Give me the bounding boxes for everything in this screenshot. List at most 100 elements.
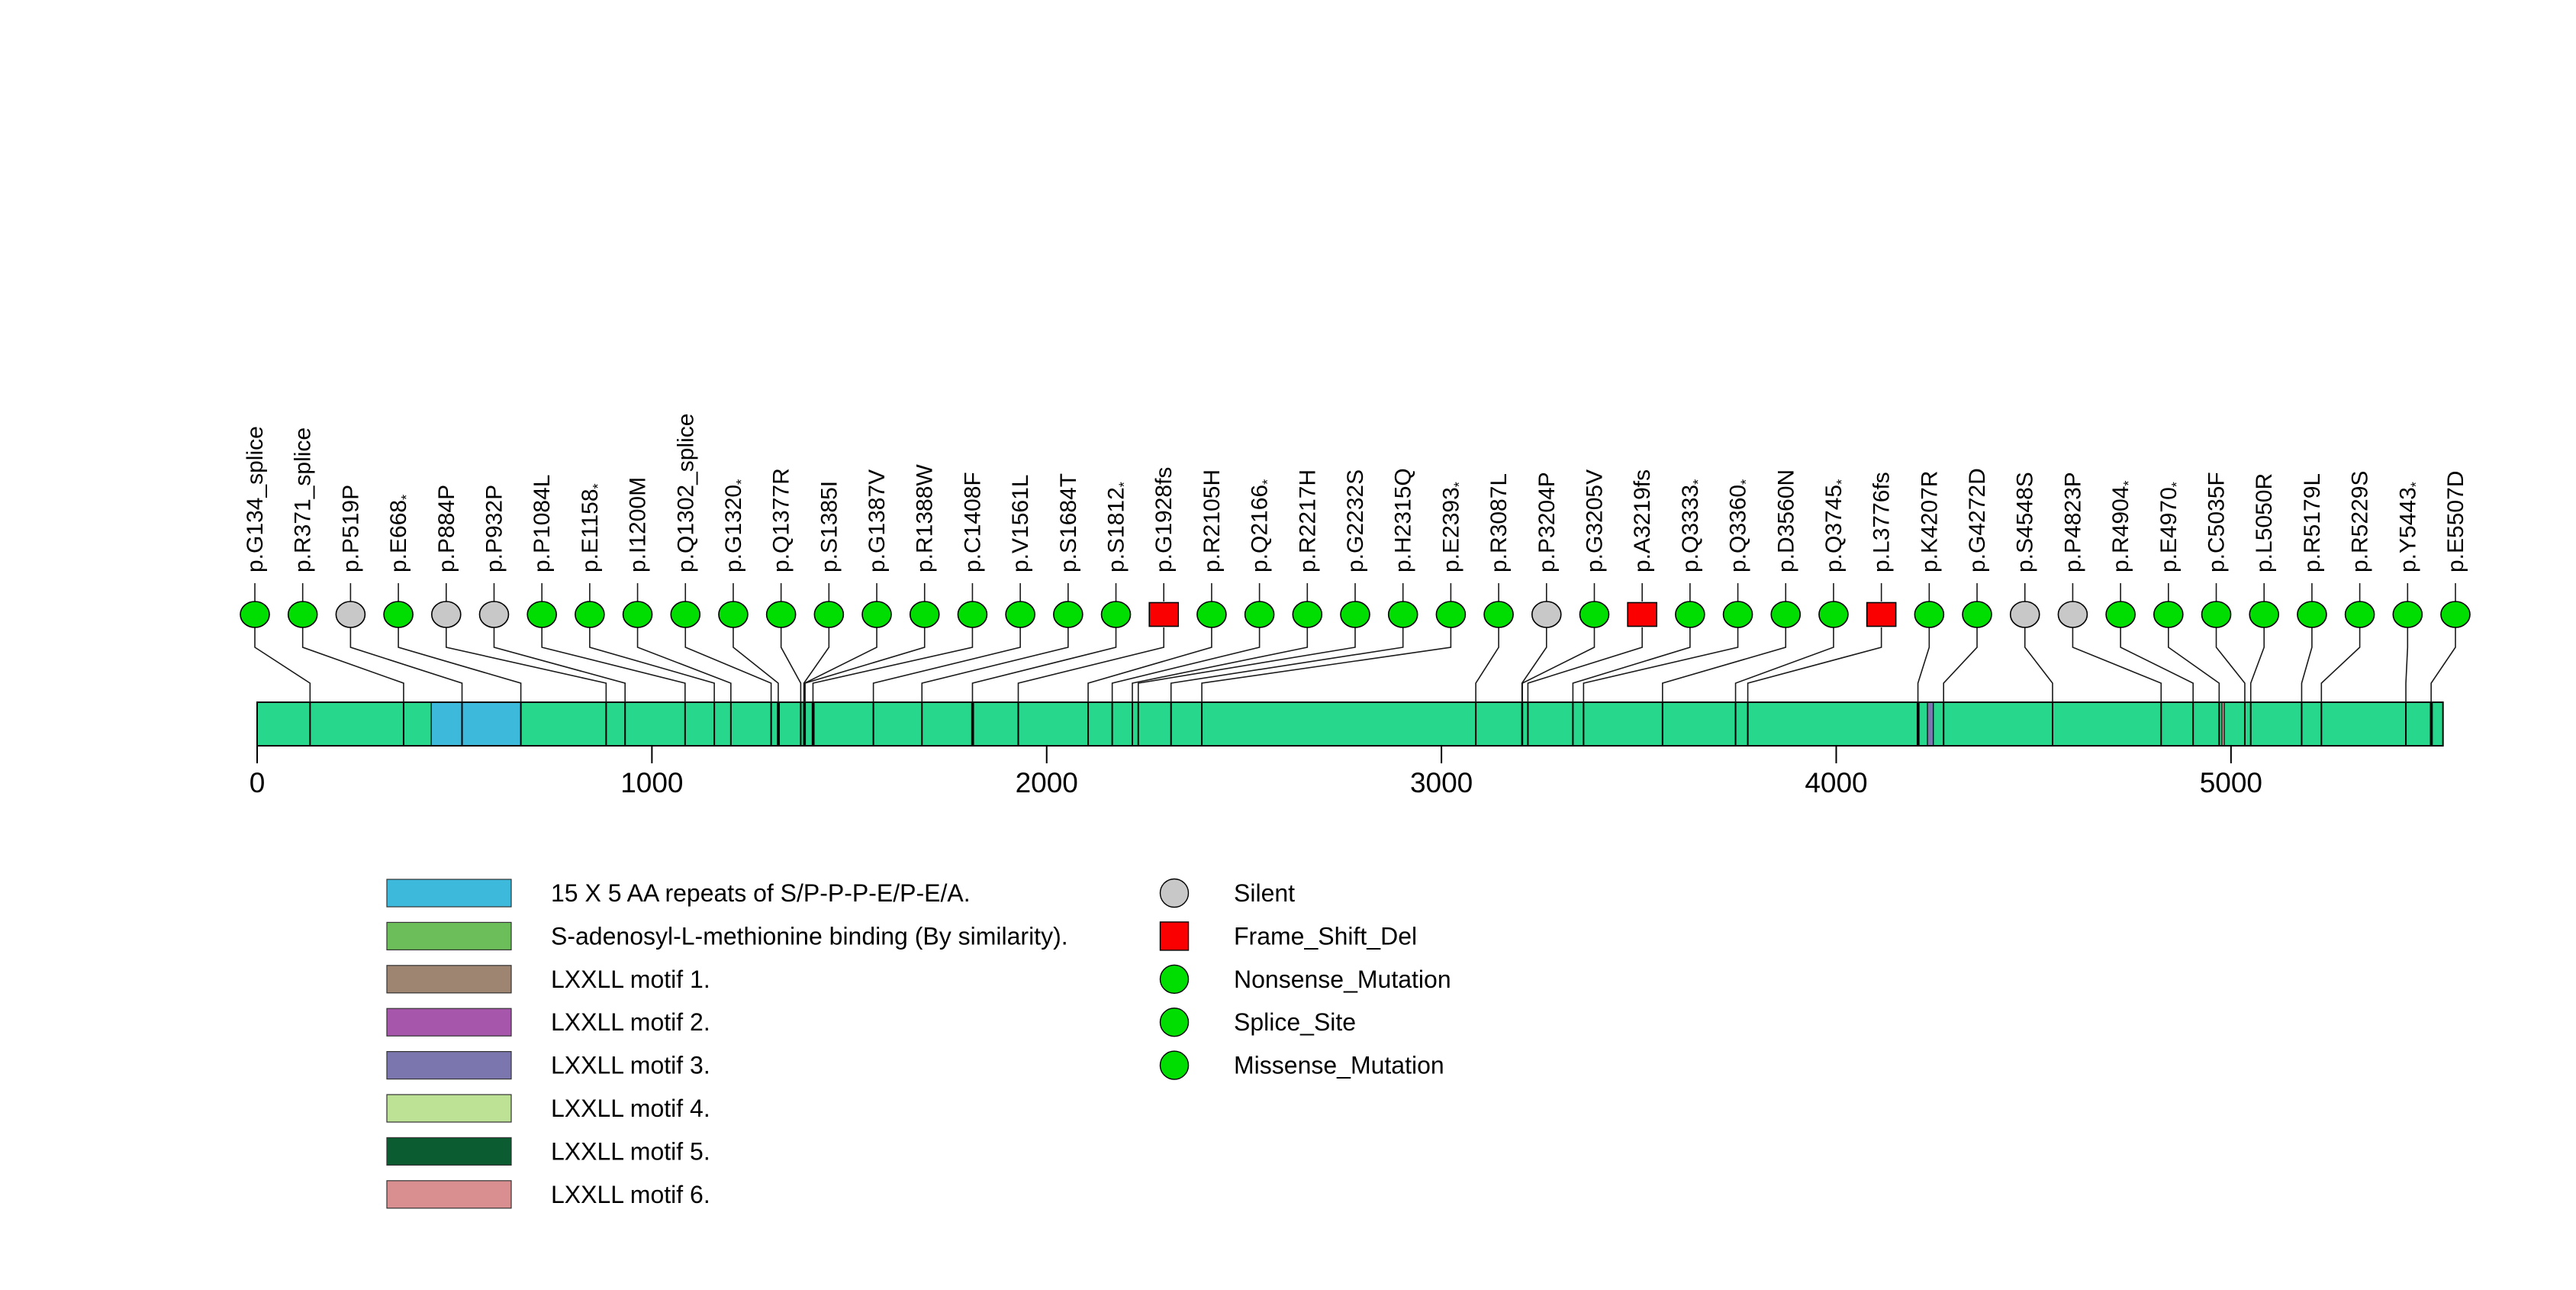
legend-domain-label: LXXLL motif 4. (551, 1095, 710, 1122)
legend-domain-swatch (386, 1094, 512, 1123)
connector-line (2072, 627, 2162, 702)
mutation-label: p.P932P (481, 485, 507, 572)
mutation-label: p.C5035F (2204, 472, 2230, 572)
connector-line (1201, 627, 1452, 702)
mutation-label: p.R5179L (2300, 473, 2325, 572)
mutation-label: p.R2105H (1199, 469, 1225, 572)
legend-domain-label: LXXLL motif 3. (551, 1052, 710, 1079)
mutation-marker (1292, 601, 1323, 628)
nonsense-star: * (1117, 482, 1132, 487)
mutation-marker (575, 601, 605, 628)
mutation-label: p.V1561L (1008, 475, 1033, 572)
mutation-marker (1818, 601, 1849, 628)
mutation-label: p.Q1302_splice (673, 414, 698, 572)
mutation-label: p.G4272D (1965, 468, 1990, 572)
mutation-marker (1148, 601, 1180, 627)
mutation-label: p.I1200M (626, 477, 651, 572)
axis-tick-label: 3000 (1410, 767, 1473, 798)
mutation-marker (1627, 601, 1657, 627)
mutation-label: p.P4823P (2060, 472, 2085, 572)
mutation-label: p.E4970* (2156, 482, 2185, 572)
connector-line (636, 627, 732, 702)
connector-line (589, 627, 715, 702)
legend-domain-swatch (386, 921, 512, 951)
connector-line (971, 627, 1117, 702)
mutation-label: p.A3219fs (1630, 469, 1655, 572)
nonsense-star: * (2121, 481, 2136, 486)
connector-line (493, 627, 626, 702)
mutation-marker (2297, 601, 2327, 628)
legend-domain-swatch (386, 1050, 512, 1080)
axis-tick-label: 4000 (1805, 767, 1867, 798)
mutation-label: p.G3205V (1582, 469, 1607, 572)
mutation-label: p.Q3360* (1726, 479, 1754, 572)
mutation-marker (622, 601, 653, 628)
mutation-marker (1005, 601, 1035, 628)
mutation-marker (287, 601, 318, 628)
nonsense-star: * (1834, 479, 1850, 485)
legend-type-symbol (1159, 921, 1190, 951)
mutation-label: p.E668* (386, 495, 414, 572)
mutation-label: p.R371_splice (291, 427, 316, 572)
mutation-marker (670, 601, 701, 628)
mutation-marker (765, 601, 797, 628)
mutation-marker (1196, 601, 1227, 628)
domain-block (1927, 701, 1934, 747)
nonsense-star: * (1691, 479, 1706, 485)
mutation-label: p.P519P (338, 485, 363, 572)
mutation-label: p.R5229S (2348, 471, 2373, 572)
axis-tick-label: 0 (250, 767, 266, 798)
mutation-marker (1962, 601, 1992, 628)
legend-type-label: Frame_Shift_Del (1234, 922, 1417, 950)
mutation-marker (2153, 601, 2184, 628)
connector-line (1734, 627, 1834, 702)
mutation-marker (2009, 601, 2040, 628)
legend-domain-swatch (386, 1180, 512, 1209)
nonsense-star: * (399, 495, 414, 500)
connector-line (1943, 627, 1978, 702)
mutation-marker (1579, 601, 1610, 628)
connector-line (1583, 627, 1739, 702)
mutation-marker (2201, 601, 2232, 628)
legend-domain-label: LXXLL motif 6. (551, 1181, 710, 1208)
connector-line (804, 627, 926, 702)
mutation-marker (2440, 601, 2471, 628)
connector-line (780, 627, 802, 702)
nonsense-star: * (734, 479, 749, 485)
connector-line (684, 627, 772, 702)
connector-line (2320, 627, 2361, 702)
connector-line (398, 627, 522, 702)
mutation-label: p.D3560N (1773, 469, 1798, 572)
mutation-marker (430, 601, 462, 628)
mutation-label: p.G2232S (1343, 469, 1368, 572)
mutation-marker (813, 601, 845, 628)
mutation-label: p.R4904* (2108, 481, 2136, 572)
mutation-label: p.G1928fs (1151, 467, 1177, 572)
legend-type-symbol (1159, 1007, 1190, 1037)
legend-type-label: Missense_Mutation (1234, 1052, 1444, 1079)
mutation-label: p.E1158* (578, 483, 606, 572)
connector-line (541, 627, 686, 702)
connector-line (1662, 627, 1787, 702)
connector-line (1170, 627, 1404, 702)
mutation-label: p.C1408F (960, 472, 985, 572)
connector-line (812, 627, 974, 702)
connector-line (1527, 627, 1643, 702)
connector-line (301, 627, 404, 702)
mutation-marker (2105, 601, 2136, 628)
connector-line (1137, 627, 1356, 702)
protein-bar-outline (256, 701, 2444, 747)
mutation-marker (2249, 601, 2280, 628)
legend-type-label: Silent (1234, 879, 1295, 907)
mutation-label: p.G1387V (865, 469, 890, 572)
nonsense-star: * (2169, 482, 2185, 487)
legend-domain-swatch (386, 1137, 512, 1166)
legend-domain-swatch (386, 965, 512, 994)
mutation-label: p.H2315Q (1391, 468, 1416, 572)
axis-tick-label: 2000 (1016, 767, 1078, 798)
legend-type-symbol (1159, 1050, 1190, 1080)
mutation-label: p.L5050R (2252, 473, 2277, 572)
legend-domain-label: LXXLL motif 1. (551, 966, 710, 993)
mutation-label: p.S1684T (1056, 473, 1081, 572)
